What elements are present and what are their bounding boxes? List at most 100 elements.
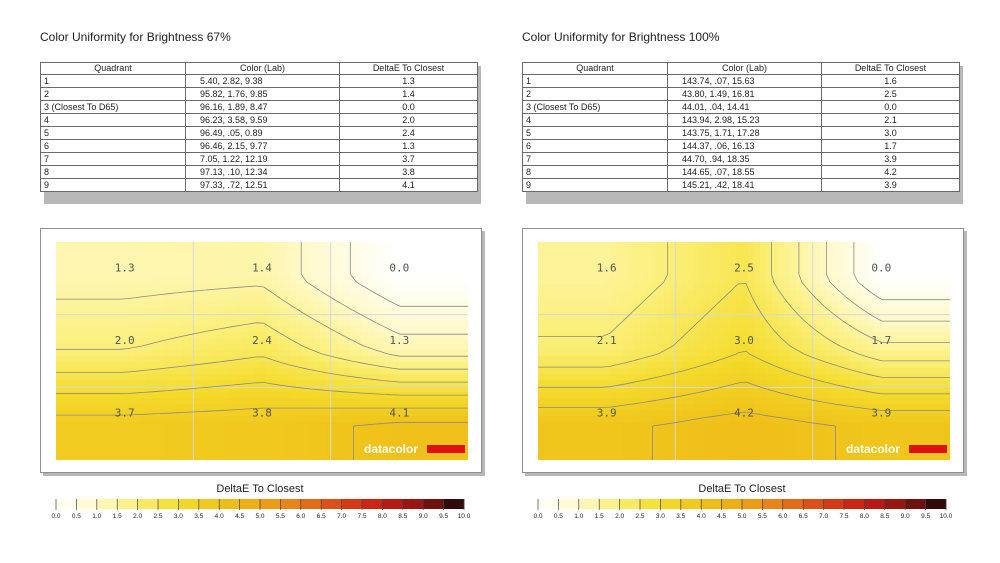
- scale-tick-label: 9.0: [901, 513, 910, 520]
- quadrant-cell: 7: [40, 152, 186, 166]
- quadrant-cell: 2: [522, 87, 668, 101]
- scale-tick-label: 4.0: [697, 513, 706, 520]
- scale-tick-label: 10.0: [458, 513, 470, 520]
- quadrant-value: 2.0: [115, 334, 135, 347]
- quadrant-value: 3.9: [597, 407, 617, 420]
- scale-tick-label: 5.5: [758, 513, 767, 520]
- header-quadrant: Quadrant: [40, 62, 186, 75]
- deltae-cell: 1.3: [339, 74, 478, 88]
- quadrant-value: 1.3: [389, 334, 409, 347]
- quadrant-value: 0.0: [871, 261, 891, 274]
- color-lab-cell: 144.37, .06, 16.13: [667, 139, 822, 153]
- color-scale-legend: 0.0 0.5 1.0 1.5 2.0 2.5 3.0 3.5 4.0 4.5 5.0 5.5 6.0 6…: [533, 499, 952, 520]
- uniformity-heatmap-svg: 1.6 2.5 0.0 2.1 3.0 1.7 3.9 4.2 3.9 datacolor: [538, 242, 950, 460]
- deltae-cell: 2.0: [339, 113, 478, 127]
- deltae-cell: 0.0: [339, 100, 478, 114]
- quadrant-cell: 4: [40, 113, 186, 127]
- quadrant-value: 0.0: [389, 261, 409, 274]
- scale-tick-label: 5.0: [255, 513, 264, 520]
- table-row: 5 143.75, 1.71, 17.28 3.0: [522, 126, 960, 140]
- scale-swatch: [558, 499, 580, 509]
- scale-tick-label: 8.5: [880, 513, 889, 520]
- color-lab-cell: 43.80, 1.49, 16.81: [667, 87, 822, 101]
- color-lab-cell: 5.40, 2.82, 9.38: [185, 74, 340, 88]
- quadrant-value: 2.5: [734, 261, 754, 274]
- quadrant-value: 3.0: [734, 334, 754, 347]
- quadrant-value: 1.3: [115, 261, 135, 274]
- table-row: 8 144.65, .07, 18.55 4.2: [522, 165, 960, 179]
- scale-swatch: [578, 499, 600, 509]
- uniformity-panel-67: Color Uniformity for Brightness 67% Quad…: [40, 0, 500, 563]
- panel-title: Color Uniformity for Brightness 67%: [40, 30, 231, 44]
- quadrant-cell: 6: [40, 139, 186, 153]
- color-lab-cell: 143.75, 1.71, 17.28: [667, 126, 822, 140]
- quadrant-cell: 7: [522, 152, 668, 166]
- scale-tick-label: 4.5: [717, 513, 726, 520]
- datacolor-logo: datacolor: [364, 442, 465, 456]
- table-row: 4 96.23, 3.58, 9.59 2.0: [40, 113, 478, 127]
- uniformity-table: Quadrant Color (Lab) DeltaE To Closest 1…: [522, 62, 960, 192]
- scale-swatch: [680, 499, 702, 509]
- scale-tick-label: 3.5: [676, 513, 685, 520]
- scale-tick-label: 2.0: [615, 513, 624, 520]
- color-lab-cell: 96.49, .05, 0.89: [185, 126, 340, 140]
- scale-swatch: [382, 499, 404, 509]
- deltae-cell: 2.1: [821, 113, 960, 127]
- deltae-cell: 2.4: [339, 126, 478, 140]
- table-row: 6 144.37, .06, 16.13 1.7: [522, 139, 960, 153]
- scale-swatch: [280, 499, 302, 509]
- header-quadrant: Quadrant: [522, 62, 668, 75]
- quadrant-value: 3.7: [115, 407, 135, 420]
- scale-tick-label: 6.0: [296, 513, 305, 520]
- uniformity-map: 1.6 2.5 0.0 2.1 3.0 1.7 3.9 4.2 3.9 datacolor: [522, 228, 964, 473]
- scale-tick-label: 7.5: [357, 513, 366, 520]
- quadrant-cell: 1: [40, 74, 186, 88]
- scale-tick-label: 1.5: [113, 513, 122, 520]
- scale-tick-label: 10.0: [940, 513, 952, 520]
- color-lab-cell: 7.05, 1.22, 12.19: [185, 152, 340, 166]
- quadrant-value: 1.6: [597, 261, 617, 274]
- color-lab-cell: 44.01, .04, 14.41: [667, 100, 822, 114]
- scale-swatch: [742, 499, 763, 509]
- deltae-cell: 1.7: [821, 139, 960, 153]
- scale-tick-label: 7.5: [839, 513, 848, 520]
- scale-tick-label: 3.0: [656, 513, 665, 520]
- scale-swatch: [137, 499, 159, 509]
- scale-tick-label: 2.5: [635, 513, 644, 520]
- scale-swatch: [884, 499, 906, 509]
- quadrant-cell: 1: [522, 74, 668, 88]
- scale-swatch: [599, 499, 620, 509]
- scale-swatch: [803, 499, 824, 509]
- contour-lines: [538, 242, 950, 460]
- scale-tick-label: 1.0: [92, 513, 101, 520]
- scale-tick-label: 6.5: [799, 513, 808, 520]
- color-lab-cell: 44.70, .94, 18.35: [667, 152, 822, 166]
- quadrant-value: 2.1: [597, 334, 617, 347]
- scale-swatch: [219, 499, 240, 509]
- scale-swatch: [660, 499, 682, 509]
- table-row: 3 (Closest To D65) 96.16, 1.89, 8.47 0.0: [40, 100, 478, 114]
- scale-swatch: [117, 499, 138, 509]
- scale-swatch: [56, 499, 77, 509]
- quadrant-value: 1.7: [871, 334, 891, 347]
- deltae-cell: 1.3: [339, 139, 478, 153]
- deltae-cell: 3.9: [821, 152, 960, 166]
- scale-tick-label: 8.0: [860, 513, 869, 520]
- deltae-cell: 2.5: [821, 87, 960, 101]
- scale-swatch: [619, 499, 641, 509]
- scale-tick-label: 0.0: [533, 513, 542, 520]
- scale-title: DeltaE To Closest: [216, 483, 304, 495]
- scale-swatch: [905, 499, 926, 509]
- scale-tick-label: 8.5: [398, 513, 407, 520]
- quadrant-value: 2.4: [252, 334, 272, 347]
- scale-tick-label: 6.5: [317, 513, 326, 520]
- scale-tick-label: 6.0: [778, 513, 787, 520]
- header-color-lab: Color (Lab): [185, 62, 340, 75]
- color-lab-cell: 144.65, .07, 18.55: [667, 165, 822, 179]
- color-lab-cell: 97.33, .72, 12.51: [185, 178, 340, 192]
- scale-tick-label: 9.5: [921, 513, 930, 520]
- scale-tick-label: 7.0: [819, 513, 828, 520]
- uniformity-table-wrap: Quadrant Color (Lab) DeltaE To Closest 1…: [522, 62, 963, 204]
- scale-title: DeltaE To Closest: [698, 483, 786, 495]
- color-lab-cell: 143.94, 2.98, 15.23: [667, 113, 822, 127]
